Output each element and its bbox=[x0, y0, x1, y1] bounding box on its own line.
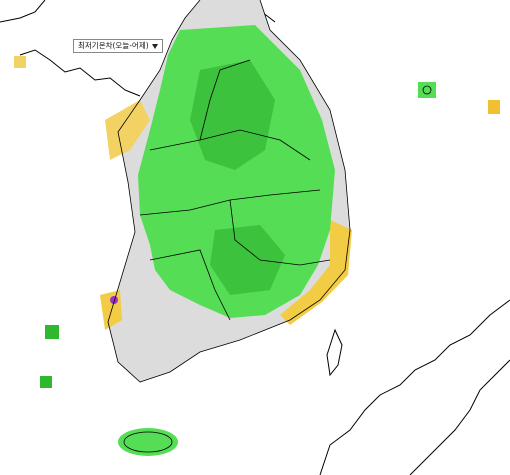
coast-japan bbox=[319, 299, 510, 475]
cool-area-dark bbox=[190, 60, 275, 170]
border-line bbox=[149, 249, 231, 321]
cool-area-dark bbox=[210, 225, 285, 295]
ulleung-green bbox=[418, 82, 436, 98]
coast-japan-2 bbox=[409, 359, 510, 475]
cool-area bbox=[138, 25, 335, 318]
coast-north bbox=[19, 49, 141, 97]
marker bbox=[110, 296, 118, 304]
borders bbox=[107, 0, 432, 453]
jeju-coast bbox=[123, 431, 173, 453]
warm-cell bbox=[14, 56, 26, 68]
island-cell bbox=[45, 325, 59, 339]
layer-select-label: 최저기온차(오늘-어제) bbox=[78, 41, 149, 50]
warm-area-west bbox=[105, 100, 150, 160]
layer-select[interactable]: 최저기온차(오늘-어제) bbox=[73, 39, 163, 53]
warm-area-east bbox=[280, 220, 352, 325]
border-line bbox=[149, 129, 311, 161]
border-line bbox=[199, 59, 251, 141]
jeju-green bbox=[118, 428, 178, 456]
island-tsushima bbox=[326, 328, 343, 377]
coast-korea bbox=[107, 0, 351, 383]
coast-nw bbox=[0, 0, 46, 23]
ulleung-coast bbox=[422, 85, 432, 95]
dropdown-arrow bbox=[151, 43, 158, 49]
border-line bbox=[229, 199, 331, 266]
island-cell bbox=[40, 376, 52, 388]
warm-cell bbox=[488, 100, 500, 114]
